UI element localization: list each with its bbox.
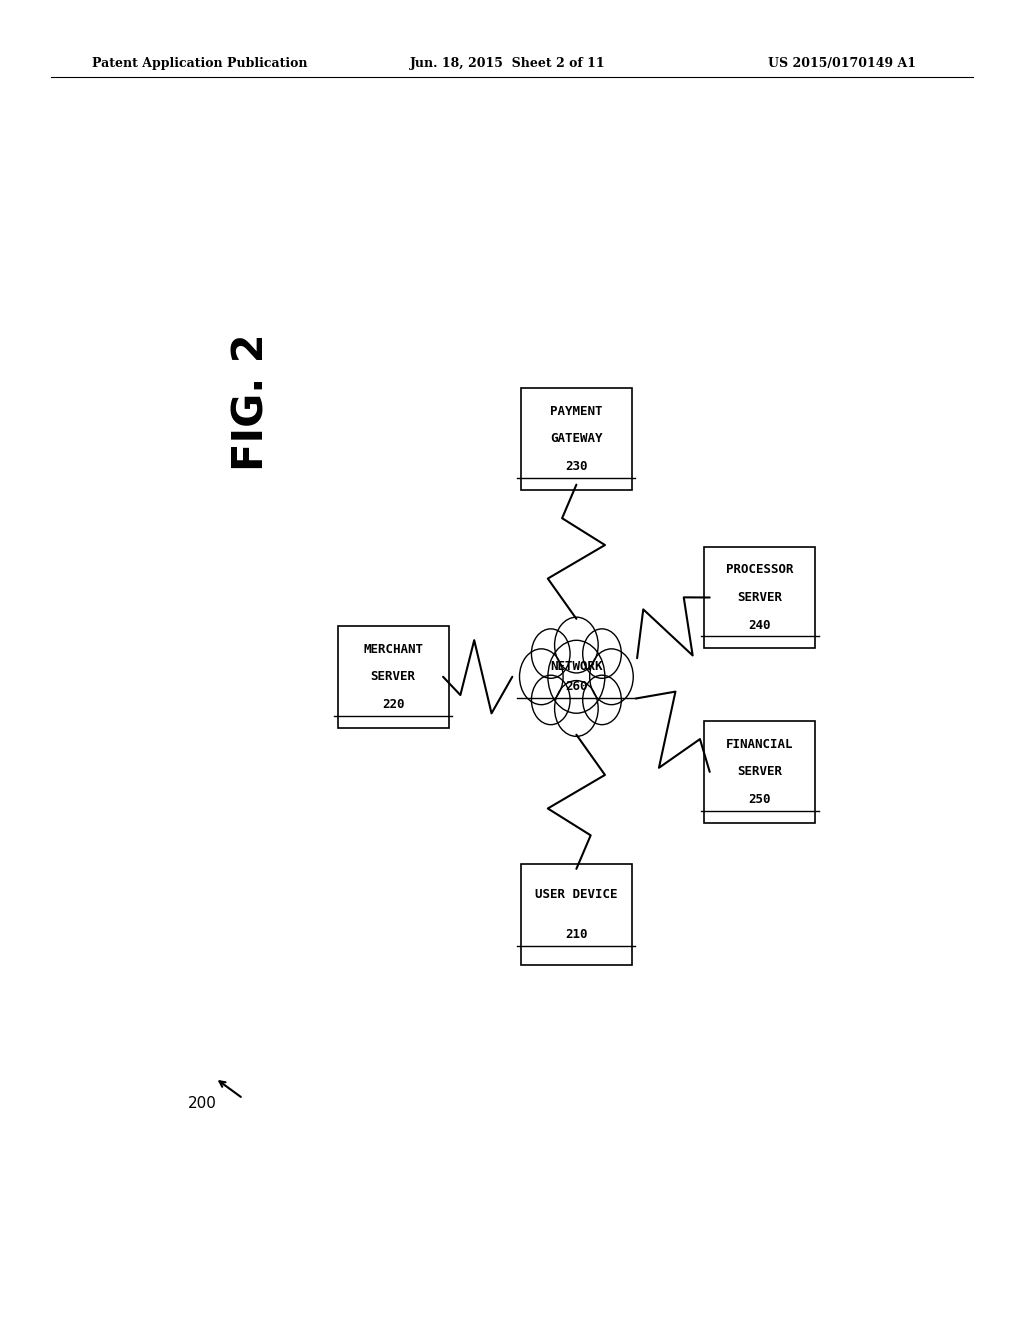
Text: SERVER: SERVER (737, 591, 782, 605)
Text: GATEWAY: GATEWAY (550, 433, 603, 445)
Text: 240: 240 (749, 619, 771, 632)
Text: 250: 250 (749, 793, 771, 807)
Text: MERCHANT: MERCHANT (364, 643, 423, 656)
Circle shape (590, 649, 633, 705)
Text: FIG. 2: FIG. 2 (230, 334, 272, 471)
Text: PAYMENT: PAYMENT (550, 405, 603, 417)
FancyBboxPatch shape (521, 388, 632, 490)
Text: 260: 260 (565, 680, 588, 693)
FancyBboxPatch shape (705, 721, 815, 822)
FancyBboxPatch shape (338, 626, 449, 727)
Text: Patent Application Publication: Patent Application Publication (92, 57, 307, 70)
Text: US 2015/0170149 A1: US 2015/0170149 A1 (768, 57, 916, 70)
Text: USER DEVICE: USER DEVICE (536, 888, 617, 902)
Text: NETWORK: NETWORK (550, 660, 603, 673)
Text: 200: 200 (187, 1096, 216, 1111)
Text: FINANCIAL: FINANCIAL (726, 738, 794, 751)
Circle shape (531, 628, 570, 678)
Text: 220: 220 (382, 698, 404, 711)
Text: SERVER: SERVER (371, 671, 416, 684)
Circle shape (531, 676, 570, 725)
FancyBboxPatch shape (521, 863, 632, 965)
Text: PROCESSOR: PROCESSOR (726, 564, 794, 577)
Circle shape (555, 681, 598, 737)
FancyBboxPatch shape (705, 546, 815, 648)
Text: 210: 210 (565, 928, 588, 941)
Circle shape (583, 676, 622, 725)
Circle shape (519, 649, 563, 705)
Text: SERVER: SERVER (737, 766, 782, 779)
Circle shape (583, 628, 622, 678)
Circle shape (548, 640, 605, 713)
Text: 230: 230 (565, 461, 588, 473)
Text: Jun. 18, 2015  Sheet 2 of 11: Jun. 18, 2015 Sheet 2 of 11 (410, 57, 605, 70)
Circle shape (555, 618, 598, 673)
